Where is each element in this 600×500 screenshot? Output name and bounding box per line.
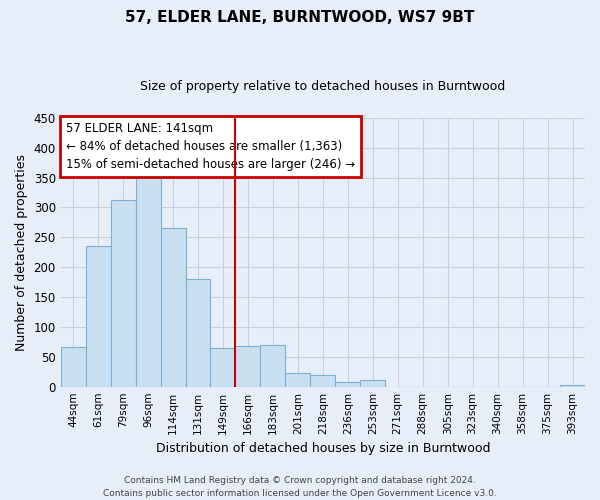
Bar [86, 246, 110, 386]
Bar [110, 200, 136, 386]
Text: Contains HM Land Registry data © Crown copyright and database right 2024.
Contai: Contains HM Land Registry data © Crown c… [103, 476, 497, 498]
Bar [61, 346, 86, 387]
Bar [161, 228, 185, 386]
Title: Size of property relative to detached houses in Burntwood: Size of property relative to detached ho… [140, 80, 505, 93]
Bar [211, 348, 235, 387]
Bar [136, 166, 161, 386]
Text: 57 ELDER LANE: 141sqm
← 84% of detached houses are smaller (1,363)
15% of semi-d: 57 ELDER LANE: 141sqm ← 84% of detached … [66, 122, 355, 171]
X-axis label: Distribution of detached houses by size in Burntwood: Distribution of detached houses by size … [155, 442, 490, 455]
Bar [310, 374, 335, 386]
Bar [235, 346, 260, 387]
Bar [286, 373, 310, 386]
Bar [335, 382, 360, 386]
Bar [185, 279, 211, 386]
Bar [260, 345, 286, 387]
Text: 57, ELDER LANE, BURNTWOOD, WS7 9BT: 57, ELDER LANE, BURNTWOOD, WS7 9BT [125, 10, 475, 25]
Bar [360, 380, 385, 386]
Y-axis label: Number of detached properties: Number of detached properties [15, 154, 28, 350]
